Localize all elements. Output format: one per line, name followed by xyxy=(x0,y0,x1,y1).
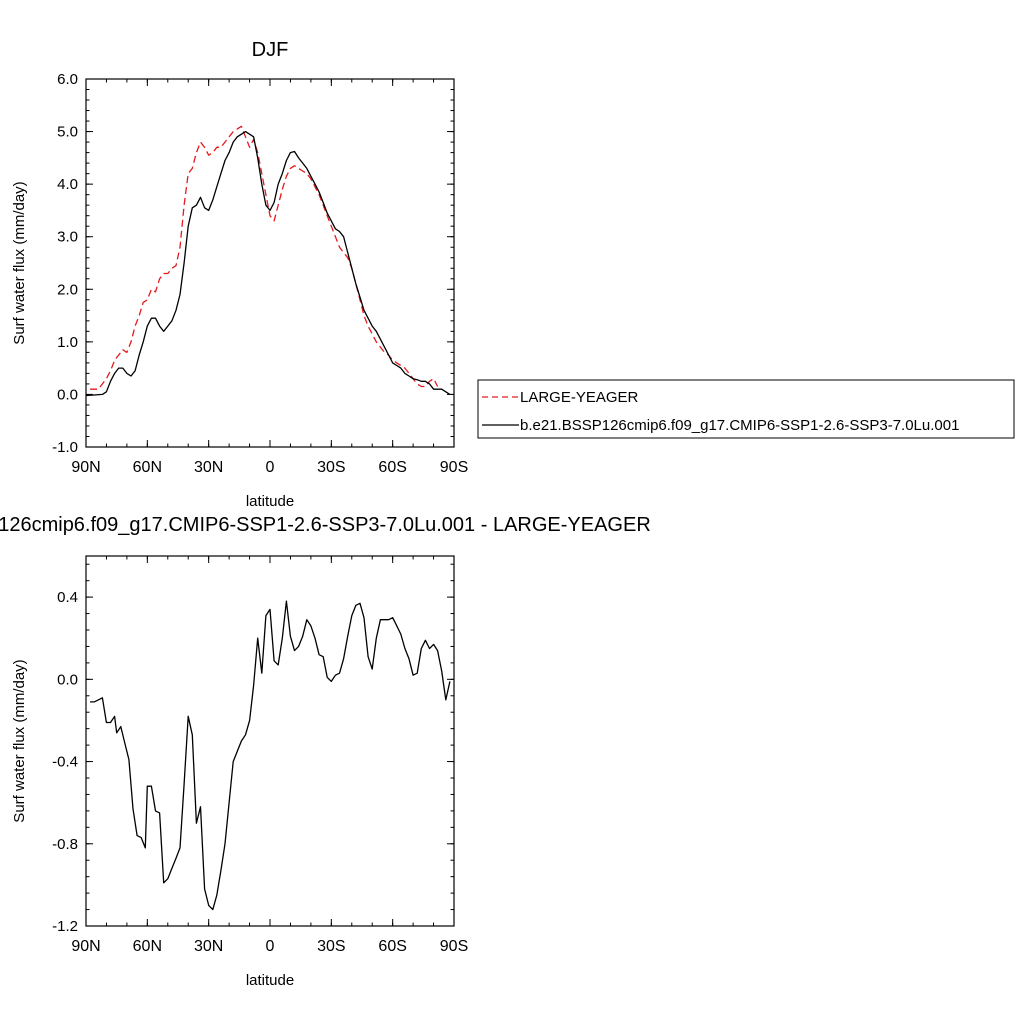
bottom-ylabel: Surf water flux (mm/day) xyxy=(11,659,28,822)
top-ylabel: Surf water flux (mm/day) xyxy=(11,181,28,344)
bottom-title: b.e21.BSSP126cmip6.f09_g17.CMIP6-SSP1-2.… xyxy=(0,514,651,536)
top-plot-frame xyxy=(85,78,455,448)
legend-box xyxy=(477,379,1015,439)
top-ytick-label: 6.0 xyxy=(57,71,78,88)
top-ytick-label: -1.0 xyxy=(52,439,78,456)
legend-label-case: b.e21.BSSP126cmip6.f09_g17.CMIP6-SSP1-2.… xyxy=(520,417,959,434)
top-xtick-label: 60N xyxy=(133,459,162,476)
top-series-layer xyxy=(85,125,451,397)
top-ytick-label: 2.0 xyxy=(57,281,78,298)
bottom-xtick-label: 90S xyxy=(440,938,468,955)
top-ytick-label: 3.0 xyxy=(57,229,78,246)
bottom-ytick-label: -0.4 xyxy=(52,754,78,771)
top-series-line-0 xyxy=(90,125,439,390)
top-xtick-label: 90N xyxy=(71,459,100,476)
top-xtick-label: 90S xyxy=(440,459,468,476)
top-ytick-label: 0.0 xyxy=(57,386,78,403)
bottom-xtick-label: 30N xyxy=(194,938,223,955)
bottom-ticks: 90N 60N 30N 0 30S 60S 90S -1.2 -0.8 -0.4 0.0 0.4 xyxy=(52,556,468,955)
top-ytick-label: 5.0 xyxy=(57,124,78,141)
bottom-series-layer xyxy=(90,600,451,911)
top-ytick-label: 4.0 xyxy=(57,176,78,193)
bottom-ytick-label: 0.4 xyxy=(57,589,78,606)
bottom-ytick-label: -0.8 xyxy=(52,836,78,853)
bottom-xtick-label: 60N xyxy=(133,938,162,955)
top-series-line-1 xyxy=(85,130,451,397)
bottom-series-line-0 xyxy=(90,600,451,911)
bottom-xtick-label: 30S xyxy=(317,938,345,955)
top-xtick-label: 60S xyxy=(378,459,406,476)
bottom-xtick-label: 60S xyxy=(378,938,406,955)
top-ticks: 90N 60N 30N 0 30S 60S 90S -1.0 0.0 1.0 2.0 3.0 4.0 5.… xyxy=(52,71,468,476)
top-xtick-label: 30S xyxy=(317,459,345,476)
top-ytick-label: 1.0 xyxy=(57,334,78,351)
bottom-xtick-label: 0 xyxy=(266,938,275,955)
legend: LARGE-YEAGER b.e21.BSSP126cmip6.f09_g17.… xyxy=(477,379,1015,439)
bottom-xlabel: latitude xyxy=(246,972,294,989)
top-xlabel: latitude xyxy=(246,493,294,510)
bottom-xtick-label: 90N xyxy=(71,938,100,955)
bottom-ytick-label: 0.0 xyxy=(57,671,78,688)
top-xtick-label: 30N xyxy=(194,459,223,476)
bottom-ytick-label: -1.2 xyxy=(52,918,78,935)
bottom-panel: b.e21.BSSP126cmip6.f09_g17.CMIP6-SSP1-2.… xyxy=(0,514,651,989)
top-title: DJF xyxy=(252,39,289,61)
top-xtick-label: 0 xyxy=(266,459,275,476)
legend-label-large-yeager: LARGE-YEAGER xyxy=(520,389,639,406)
top-panel: DJF 90N 60N 30N 0 30S 60S 90S -1.0 0.0 1.0 2.0 3.0 4… xyxy=(11,39,468,510)
